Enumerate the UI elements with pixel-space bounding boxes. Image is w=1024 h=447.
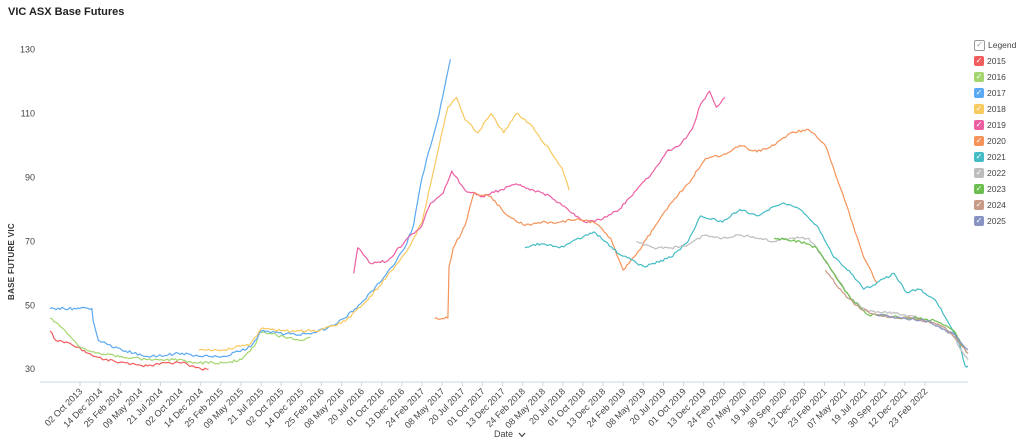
legend-item-2020[interactable]: ✓ 2020	[974, 133, 1016, 149]
legend-swatch-check-icon: ✓	[974, 168, 984, 178]
legend-item-2021[interactable]: ✓ 2021	[974, 149, 1016, 165]
legend-toggle[interactable]: ✓ Legend	[974, 37, 1016, 53]
series-line-2016[interactable]	[49, 317, 311, 365]
legend-item-2017[interactable]: ✓ 2017	[974, 85, 1016, 101]
series-line-2024[interactable]	[824, 269, 969, 354]
series-line-2021[interactable]	[524, 202, 969, 368]
legend-swatch-check-icon: ✓	[974, 216, 984, 226]
legend-item-2019[interactable]: ✓ 2019	[974, 117, 1016, 133]
series-line-2017[interactable]	[49, 59, 451, 358]
series-line-2015[interactable]	[49, 330, 209, 371]
legend-items: ✓ 2015 ✓ 2016 ✓ 2017 ✓ 2018 ✓ 2019 ✓ 2020 ✓ 2021 ✓ 2022…	[974, 53, 1016, 229]
legend-item-label: 2018	[987, 104, 1006, 114]
legend-item-label: 2022	[987, 168, 1006, 178]
legend-swatch-check-icon: ✓	[974, 136, 984, 146]
legend-swatch-check-icon: ✓	[974, 88, 984, 98]
y-tick-label: 130	[20, 45, 35, 55]
series-line-2019[interactable]	[353, 90, 726, 274]
legend-swatch-check-icon: ✓	[974, 72, 984, 82]
y-tick-label: 70	[25, 236, 35, 246]
legend-item-2022[interactable]: ✓ 2022	[974, 165, 1016, 181]
series-line-2023[interactable]	[773, 237, 969, 354]
legend-item-label: 2019	[987, 120, 1006, 130]
y-tick-label: 30	[25, 364, 35, 374]
legend-check-icon: ✓	[974, 39, 985, 51]
series-line-2022[interactable]	[636, 234, 969, 360]
legend-item-2025[interactable]: ✓ 2025	[974, 213, 1016, 229]
legend-swatch-check-icon: ✓	[974, 184, 984, 194]
legend-item-label: 2024	[987, 200, 1006, 210]
legend-item-label: 2015	[987, 56, 1006, 66]
x-axis-label-text: Date	[494, 429, 514, 439]
legend-swatch-check-icon: ✓	[974, 200, 984, 210]
legend-item-label: 2023	[987, 184, 1006, 194]
legend-item-2015[interactable]: ✓ 2015	[974, 53, 1016, 69]
y-axis-label: BASE FUTURE VIC	[7, 223, 16, 300]
y-tick-label: 50	[25, 300, 35, 310]
legend-swatch-check-icon: ✓	[974, 56, 984, 66]
series-line-2020[interactable]	[434, 128, 878, 320]
legend-item-2016[interactable]: ✓ 2016	[974, 69, 1016, 85]
x-axis-label[interactable]: Date	[494, 429, 526, 439]
chevron-down-icon	[518, 432, 525, 438]
legend-item-2018[interactable]: ✓ 2018	[974, 101, 1016, 117]
y-tick-label: 90	[25, 172, 35, 182]
legend-item-label: 2017	[987, 88, 1006, 98]
legend-swatch-check-icon: ✓	[974, 104, 984, 114]
legend-swatch-check-icon: ✓	[974, 152, 984, 162]
legend-title: Legend	[988, 40, 1017, 50]
series-line-2025[interactable]	[876, 313, 969, 351]
legend: ✓ Legend ✓ 2015 ✓ 2016 ✓ 2017 ✓ 2018 ✓ 2019 ✓ 2020 ✓…	[974, 37, 1016, 229]
series-line-2018[interactable]	[198, 96, 570, 352]
chart-series-group	[49, 59, 969, 371]
legend-item-label: 2016	[987, 72, 1006, 82]
legend-item-label: 2021	[987, 152, 1006, 162]
legend-swatch-check-icon: ✓	[974, 120, 984, 130]
legend-item-label: 2025	[987, 216, 1006, 226]
y-tick-label: 110	[21, 109, 35, 119]
legend-item-2023[interactable]: ✓ 2023	[974, 181, 1016, 197]
chart-title: VIC ASX Base Futures	[8, 6, 125, 18]
legend-item-2024[interactable]: ✓ 2024	[974, 197, 1016, 213]
legend-item-label: 2020	[987, 136, 1006, 146]
